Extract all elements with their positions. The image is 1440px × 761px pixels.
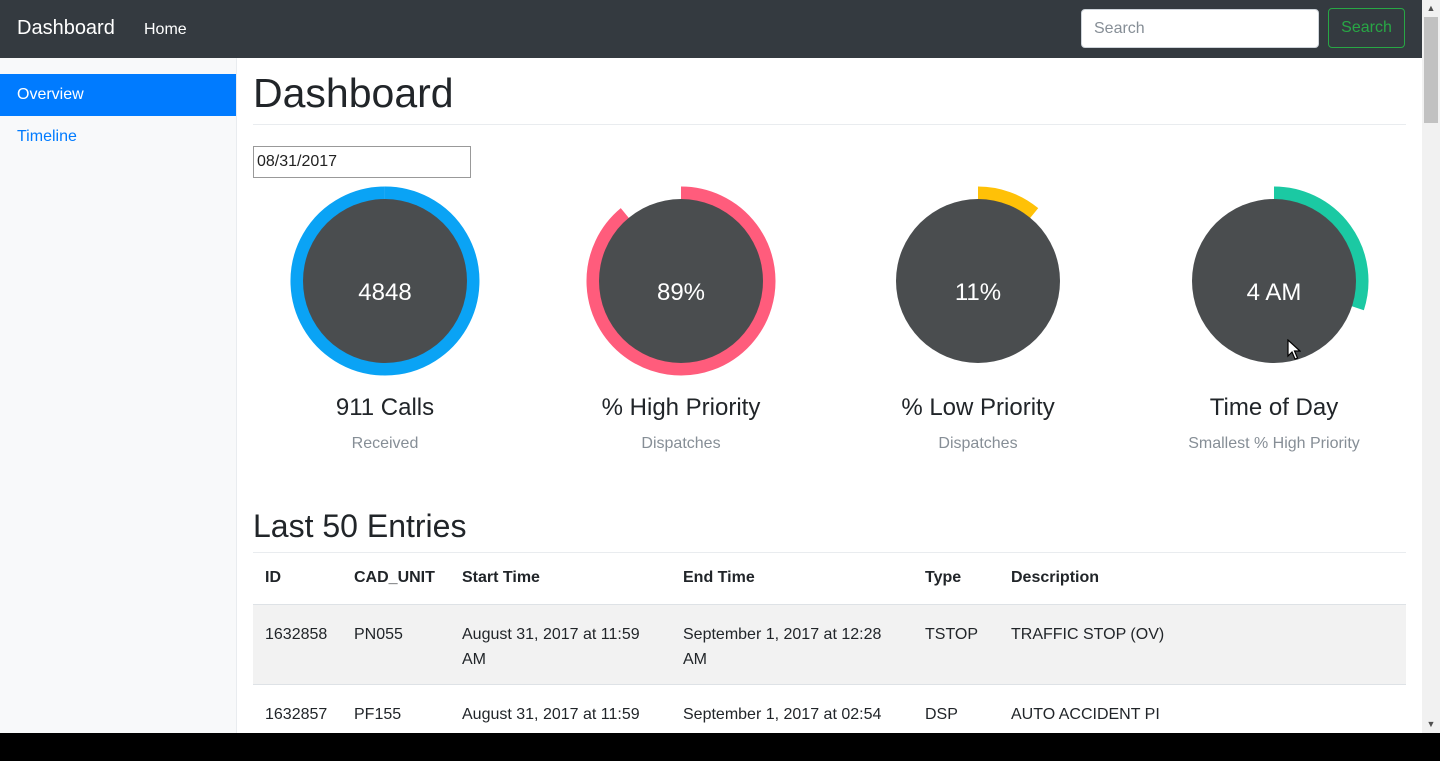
entries-heading: Last 50 Entries: [253, 508, 467, 544]
cell-description: TRAFFIC STOP (OV): [999, 603, 1406, 684]
scroll-up-arrow-icon[interactable]: ▲: [1426, 3, 1436, 13]
stat-value: 11%: [954, 279, 1002, 306]
title-divider: [253, 124, 1406, 125]
column-header-description: Description: [999, 553, 1406, 605]
stat-subtitle: Dispatches: [938, 435, 1018, 452]
table-row: 1632858 PN055 August 31, 2017 at 11:59 A…: [253, 603, 1406, 684]
navbar-brand[interactable]: Dashboard: [17, 17, 115, 39]
cell-id: 1632857: [253, 683, 342, 733]
stat-low-priority: 11% % Low Priority Dispatches: [828, 186, 1128, 466]
sidebar-item-timeline[interactable]: Timeline: [17, 128, 77, 145]
stat-high-priority: 89% % High Priority Dispatches: [531, 186, 831, 466]
search-input[interactable]: [1081, 9, 1319, 48]
cell-cad-unit: PF155: [342, 683, 450, 733]
cell-id: 1632858: [253, 603, 342, 684]
stat-value: 4848: [358, 279, 412, 306]
gauge-ring: [977, 186, 1039, 219]
cell-type: DSP: [913, 683, 999, 733]
top-navbar: Dashboard Home Search: [0, 0, 1422, 58]
date-input[interactable]: [253, 146, 471, 178]
stat-time-of-day: 4 AM Time of Day Smallest % High Priorit…: [1124, 186, 1424, 466]
cell-description: AUTO ACCIDENT PI: [999, 683, 1406, 733]
column-header-type: Type: [913, 553, 999, 605]
browser-viewport: Dashboard Home Search Overview Timeline …: [0, 0, 1440, 733]
gauge-time-of-day: [1192, 186, 1369, 363]
table-header-row: ID CAD_UNIT Start Time End Time Type Des…: [253, 553, 1406, 605]
stat-title: % High Priority: [601, 394, 761, 421]
sidebar: Overview Timeline: [0, 58, 237, 733]
page-title: Dashboard: [253, 70, 454, 116]
scrollbar-thumb[interactable]: [1424, 17, 1438, 123]
cell-cad-unit: PN055: [342, 603, 450, 684]
gauge-low-priority: [896, 186, 1060, 363]
search-button[interactable]: Search: [1328, 8, 1405, 48]
gauge-center: [1192, 199, 1356, 363]
gauge-ring: [586, 186, 776, 376]
nav-link-home[interactable]: Home: [144, 21, 187, 38]
stat-subtitle: Smallest % High Priority: [1188, 435, 1360, 452]
vertical-scrollbar[interactable]: ▲ ▼: [1422, 0, 1440, 733]
stat-911-calls: 4848 911 Calls Received: [235, 186, 535, 466]
entries-table: ID CAD_UNIT Start Time End Time Type Des…: [253, 553, 1406, 733]
column-header-id: ID: [253, 553, 342, 605]
stat-title: % Low Priority: [901, 394, 1055, 421]
gauge-center: [896, 199, 1060, 363]
stat-value: 4 AM: [1246, 279, 1302, 306]
stat-value: 89%: [656, 279, 706, 306]
stat-subtitle: Dispatches: [641, 435, 721, 452]
cell-end-time: September 1, 2017 at 12:28 AM: [671, 603, 913, 684]
gauge-ring: [1273, 186, 1369, 311]
column-header-end-time: End Time: [671, 553, 913, 605]
cell-end-time: September 1, 2017 at 02:54 AM: [671, 683, 913, 733]
stat-subtitle: Received: [351, 435, 419, 452]
scroll-down-arrow-icon[interactable]: ▼: [1426, 719, 1436, 729]
cell-type: TSTOP: [913, 603, 999, 684]
stat-title: Time of Day: [1209, 394, 1339, 421]
mouse-cursor-icon: [1287, 339, 1301, 360]
column-header-start-time: Start Time: [450, 553, 671, 605]
entries-divider: [253, 552, 1406, 553]
stat-title: 911 Calls: [335, 394, 435, 421]
cell-start-time: August 31, 2017 at 11:59 AM: [450, 683, 671, 733]
gauge-ring: [290, 186, 480, 376]
column-header-cad-unit: CAD_UNIT: [342, 553, 450, 605]
gauge-high-priority: [586, 186, 776, 376]
gauge-center: [303, 199, 467, 363]
gauge-center: [599, 199, 763, 363]
sidebar-item-overview[interactable]: Overview: [0, 74, 236, 116]
cell-start-time: August 31, 2017 at 11:59 AM: [450, 603, 671, 684]
table-row: 1632857 PF155 August 31, 2017 at 11:59 A…: [253, 683, 1406, 733]
gauge-911-calls: [290, 186, 480, 376]
